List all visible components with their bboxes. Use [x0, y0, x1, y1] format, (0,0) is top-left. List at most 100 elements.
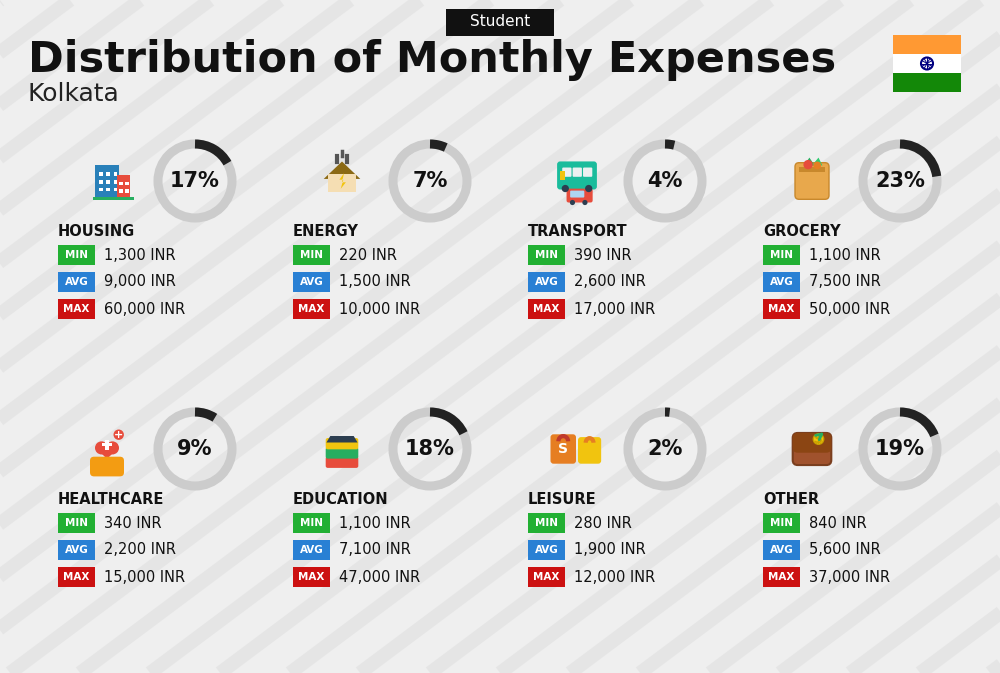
Text: MAX: MAX — [768, 572, 795, 582]
Text: MAX: MAX — [63, 304, 90, 314]
FancyBboxPatch shape — [293, 540, 330, 560]
FancyBboxPatch shape — [102, 444, 112, 446]
FancyBboxPatch shape — [326, 456, 358, 468]
FancyBboxPatch shape — [799, 167, 825, 172]
FancyBboxPatch shape — [567, 188, 593, 203]
FancyBboxPatch shape — [293, 567, 330, 587]
Text: 7%: 7% — [412, 171, 448, 191]
FancyBboxPatch shape — [58, 567, 95, 587]
Text: OTHER: OTHER — [763, 491, 819, 507]
Text: 2%: 2% — [647, 439, 683, 459]
FancyBboxPatch shape — [763, 513, 800, 533]
Text: MAX: MAX — [298, 304, 325, 314]
Text: MIN: MIN — [65, 518, 88, 528]
Text: 10,000 INR: 10,000 INR — [339, 302, 420, 316]
FancyBboxPatch shape — [293, 513, 330, 533]
FancyBboxPatch shape — [528, 245, 565, 265]
FancyBboxPatch shape — [99, 172, 103, 176]
FancyBboxPatch shape — [106, 172, 110, 176]
Text: MIN: MIN — [300, 518, 323, 528]
FancyBboxPatch shape — [763, 567, 800, 587]
FancyBboxPatch shape — [528, 513, 565, 533]
FancyBboxPatch shape — [763, 299, 800, 319]
Text: EDUCATION: EDUCATION — [293, 491, 389, 507]
Circle shape — [813, 162, 821, 170]
Text: 1,100 INR: 1,100 INR — [809, 248, 881, 262]
Text: AVG: AVG — [535, 277, 558, 287]
FancyBboxPatch shape — [528, 540, 565, 560]
Circle shape — [803, 160, 813, 170]
FancyBboxPatch shape — [125, 182, 129, 185]
Text: MAX: MAX — [63, 572, 90, 582]
FancyBboxPatch shape — [90, 457, 124, 476]
Text: MIN: MIN — [535, 518, 558, 528]
Text: MIN: MIN — [65, 250, 88, 260]
Circle shape — [570, 200, 575, 205]
FancyBboxPatch shape — [106, 180, 110, 184]
Text: MAX: MAX — [533, 572, 560, 582]
Text: Student: Student — [470, 15, 530, 30]
Text: 5,600 INR: 5,600 INR — [809, 542, 881, 557]
FancyBboxPatch shape — [893, 54, 961, 73]
FancyBboxPatch shape — [95, 166, 119, 197]
Text: MIN: MIN — [770, 518, 793, 528]
Polygon shape — [326, 436, 358, 443]
Text: 7,100 INR: 7,100 INR — [339, 542, 411, 557]
FancyBboxPatch shape — [560, 170, 565, 180]
Text: 9%: 9% — [177, 439, 213, 459]
Circle shape — [582, 200, 588, 205]
FancyBboxPatch shape — [578, 437, 601, 464]
Text: AVG: AVG — [65, 277, 88, 287]
Text: 340 INR: 340 INR — [104, 516, 162, 530]
Text: 17,000 INR: 17,000 INR — [574, 302, 655, 316]
FancyBboxPatch shape — [562, 168, 572, 177]
FancyBboxPatch shape — [326, 448, 358, 458]
Text: TRANSPORT: TRANSPORT — [528, 223, 628, 238]
Text: 840 INR: 840 INR — [809, 516, 867, 530]
Circle shape — [562, 185, 569, 192]
Text: 37,000 INR: 37,000 INR — [809, 569, 890, 584]
FancyBboxPatch shape — [557, 162, 597, 190]
Text: AVG: AVG — [770, 545, 793, 555]
FancyBboxPatch shape — [114, 172, 117, 176]
FancyBboxPatch shape — [58, 513, 95, 533]
Text: MAX: MAX — [533, 304, 560, 314]
FancyBboxPatch shape — [293, 245, 330, 265]
Text: 18%: 18% — [405, 439, 455, 459]
FancyBboxPatch shape — [763, 272, 800, 292]
Text: 23%: 23% — [875, 171, 925, 191]
Text: MAX: MAX — [298, 572, 325, 582]
Text: 50,000 INR: 50,000 INR — [809, 302, 890, 316]
Text: 220 INR: 220 INR — [339, 248, 397, 262]
Polygon shape — [812, 157, 822, 166]
FancyBboxPatch shape — [893, 35, 961, 54]
Text: MIN: MIN — [535, 250, 558, 260]
FancyBboxPatch shape — [328, 174, 356, 192]
Text: AVG: AVG — [300, 545, 323, 555]
FancyBboxPatch shape — [763, 540, 800, 560]
Text: Kolkata: Kolkata — [28, 82, 120, 106]
Text: MIN: MIN — [300, 250, 323, 260]
Circle shape — [114, 429, 124, 440]
Text: S: S — [558, 442, 568, 456]
Text: 280 INR: 280 INR — [574, 516, 632, 530]
FancyBboxPatch shape — [583, 168, 592, 177]
Text: 1,500 INR: 1,500 INR — [339, 275, 411, 289]
Text: AVG: AVG — [300, 277, 323, 287]
FancyBboxPatch shape — [573, 168, 582, 177]
FancyBboxPatch shape — [58, 540, 95, 560]
FancyBboxPatch shape — [105, 440, 109, 450]
Text: AVG: AVG — [770, 277, 793, 287]
FancyBboxPatch shape — [446, 9, 554, 36]
Text: MAX: MAX — [768, 304, 795, 314]
Text: 1,900 INR: 1,900 INR — [574, 542, 646, 557]
FancyBboxPatch shape — [293, 272, 330, 292]
Text: 47,000 INR: 47,000 INR — [339, 569, 420, 584]
FancyBboxPatch shape — [326, 438, 358, 450]
Polygon shape — [324, 162, 360, 179]
FancyBboxPatch shape — [893, 73, 961, 92]
Circle shape — [585, 185, 592, 192]
Text: LEISURE: LEISURE — [528, 491, 597, 507]
Text: E: E — [332, 435, 352, 464]
Text: 390 INR: 390 INR — [574, 248, 632, 262]
